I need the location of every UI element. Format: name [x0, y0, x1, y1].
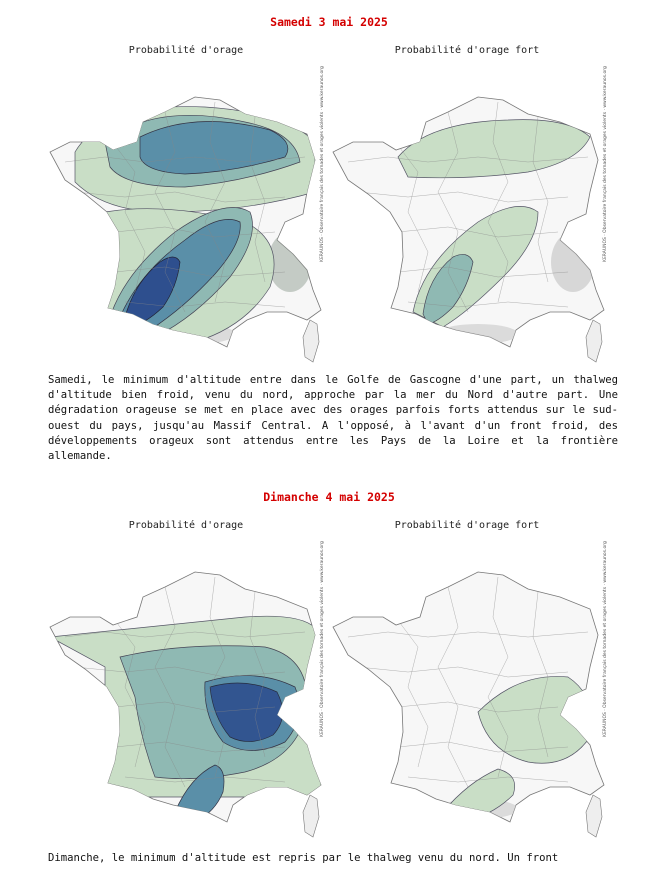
day-title: Dimanche 4 mai 2025 [263, 490, 395, 504]
france-map-orage-fort-dimanche: KERAUNOS · Observatoire français des tor… [332, 541, 608, 838]
relief-alps [551, 232, 595, 292]
day-title: Samedi 3 mai 2025 [270, 15, 388, 29]
corsica-shape [302, 794, 320, 838]
zone-strong-north [139, 121, 289, 175]
france-map-orage-dimanche: KERAUNOS · Observatoire français des tor… [49, 541, 325, 838]
zone-high-east [209, 682, 283, 742]
map-credit: KERAUNOS · Observatoire français des tor… [319, 66, 325, 262]
france-map-orage-fort-samedi: KERAUNOS · Observatoire français des tor… [332, 66, 608, 363]
map-title-orage-fort: Probabilité d'orage fort [394, 520, 540, 531]
forecast-text-samedi: Samedi, le minimum d'altitude entre dans… [48, 374, 618, 463]
france-map-orage-samedi: KERAUNOS · Observatoire français des tor… [49, 66, 325, 363]
corsica-shape [585, 319, 603, 363]
forecast-text-dimanche: Dimanche, le minimum d'altitude est repr… [48, 852, 559, 864]
department-borders [347, 576, 589, 788]
department-borders [64, 101, 306, 313]
map-credit: KERAUNOS · Observatoire français des tor… [319, 541, 325, 737]
corsica-shape [585, 794, 603, 838]
zone-light-north [397, 119, 591, 179]
zone-mid-sw [422, 254, 474, 325]
map-credit: KERAUNOS · Observatoire français des tor… [602, 541, 608, 737]
map-title-orage-fort: Probabilité d'orage fort [394, 45, 540, 56]
corsica-shape [302, 319, 320, 363]
department-borders [64, 576, 306, 788]
zone-strong-south [174, 764, 225, 822]
map-title-orage: Probabilité d'orage [128, 45, 244, 56]
relief-pyrenees [438, 324, 518, 344]
map-credit: KERAUNOS · Observatoire français des tor… [602, 66, 608, 262]
relief-alps [268, 232, 312, 292]
department-borders [347, 101, 589, 313]
map-title-orage: Probabilité d'orage [128, 520, 244, 531]
